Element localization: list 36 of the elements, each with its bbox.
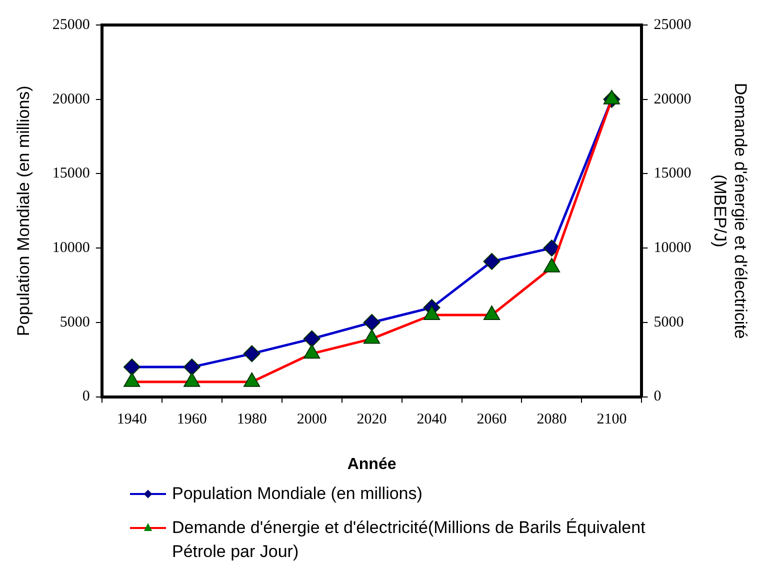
y2-tick-label: 0 (654, 388, 662, 405)
point (304, 344, 320, 359)
y-tick-label: 20000 (52, 91, 90, 108)
legend-label: Demande d'énergie et d'électricité(Millions de Barils Équivalent Pétrole par Jour) (172, 517, 646, 563)
x-tick-label: 2020 (356, 412, 387, 428)
y2-tick-label: 10000 (654, 240, 692, 256)
x-tick-label: 1980 (236, 412, 267, 428)
y-tick-label: 0 (82, 388, 90, 405)
y2-tick-label: 15000 (654, 166, 692, 182)
y-axis-title: Population Mondiale (en millions) (14, 86, 33, 336)
legend-label: Population Mondiale (en millions) (172, 483, 422, 505)
y-tick-label: 25000 (52, 16, 90, 33)
y2-tick-label: 20000 (654, 91, 692, 108)
x-tick-label: 2040 (416, 412, 447, 428)
point (543, 240, 560, 257)
y-tick-label: 15000 (52, 166, 90, 182)
x-tick-label: 1960 (176, 412, 207, 428)
point (483, 306, 500, 320)
y2-tick-label: 25000 (654, 16, 692, 33)
point (124, 372, 140, 387)
point (244, 372, 260, 387)
x-axis-title: Année (347, 456, 396, 473)
y-tick-label: 5000 (60, 314, 90, 330)
point (483, 252, 500, 270)
point (423, 306, 440, 320)
y2-tick-label: 5000 (654, 314, 684, 330)
point (184, 372, 200, 387)
x-tick-label: 1940 (116, 412, 147, 428)
x-tick-label: 2060 (476, 412, 507, 428)
x-tick-label: 2100 (596, 412, 627, 428)
y2-axis-title: Demande d'énergie et d'électricité (MBEP/J) (710, 82, 750, 339)
y-tick-label: 10000 (52, 240, 90, 256)
x-tick-label: 2000 (296, 412, 327, 428)
x-tick-label: 2080 (536, 412, 567, 428)
point (364, 329, 380, 344)
point (543, 258, 560, 272)
